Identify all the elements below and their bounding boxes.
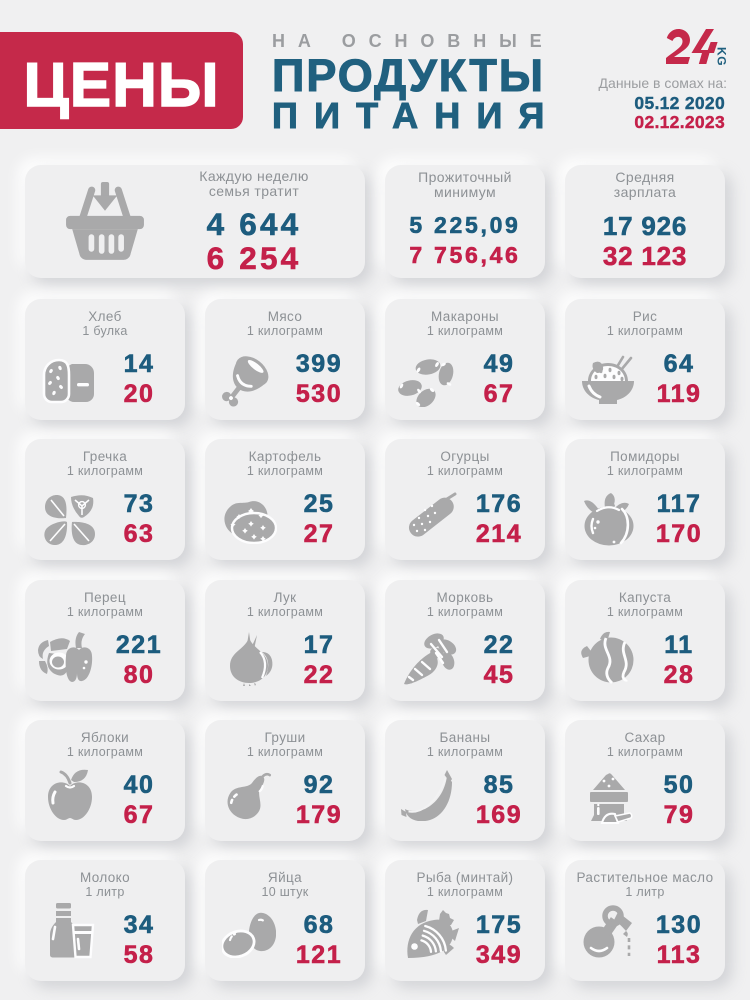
svg-text:KG: KG [715, 47, 729, 65]
